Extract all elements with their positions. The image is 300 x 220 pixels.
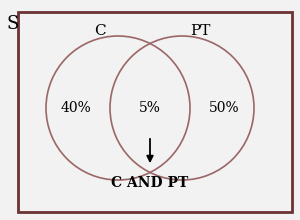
Text: 5%: 5% [139, 101, 161, 115]
Text: PT: PT [190, 24, 210, 38]
Text: 40%: 40% [61, 101, 92, 115]
Text: S: S [7, 15, 20, 33]
Text: C AND PT: C AND PT [111, 176, 189, 190]
Text: C: C [94, 24, 106, 38]
Text: 50%: 50% [209, 101, 239, 115]
